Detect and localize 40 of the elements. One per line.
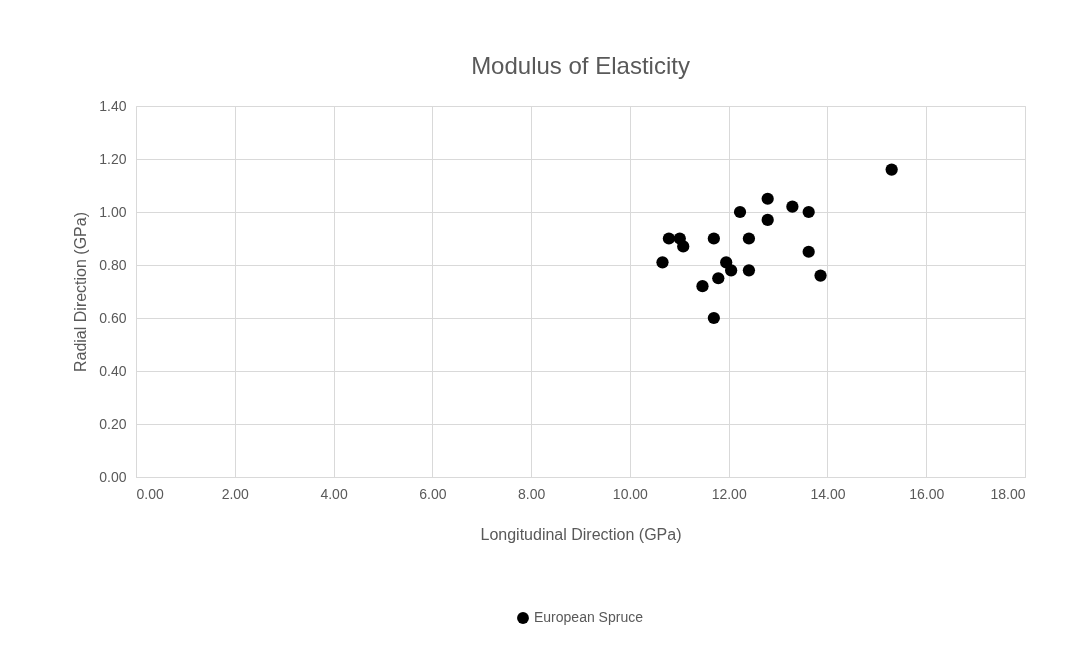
x-tick-label: 12.00 — [711, 485, 747, 502]
point — [733, 205, 747, 219]
point — [786, 200, 799, 213]
point — [802, 245, 815, 258]
x-tick-label: 0.00 — [136, 485, 164, 502]
x-tick-label: 6.00 — [419, 485, 447, 502]
point — [707, 311, 720, 325]
x-tick-label: 10.00 — [612, 485, 649, 502]
y-tick-label: 0.20 — [99, 415, 127, 432]
y-tick-label: 1.20 — [99, 150, 127, 167]
point — [761, 213, 774, 227]
point — [814, 269, 827, 282]
point — [885, 163, 898, 176]
point — [656, 256, 669, 269]
x-tick-label: 14.00 — [810, 485, 846, 502]
legend-label: European Spruce — [534, 609, 644, 625]
x-axis-title: Longitudinal Direction (GPa) — [480, 525, 682, 543]
y-tick-label: 1.00 — [99, 203, 127, 220]
y-axis-title: Radial Direction (GPa) — [72, 211, 90, 373]
point — [712, 272, 725, 285]
x-tick-label: 2.00 — [221, 485, 250, 502]
y-tick-label: 0.60 — [99, 309, 127, 326]
chart-title: Modulus of Elasticity — [471, 52, 690, 79]
y-tick-label: 0.40 — [99, 362, 127, 379]
point — [707, 232, 720, 245]
point — [696, 280, 709, 293]
point — [742, 264, 756, 277]
point — [677, 240, 690, 253]
point — [725, 264, 738, 277]
point — [662, 232, 676, 245]
point — [761, 192, 774, 205]
x-tick-label: 16.00 — [909, 485, 945, 502]
y-tick-label: 1.40 — [99, 97, 127, 114]
y-tick-label: 0.00 — [99, 468, 127, 485]
x-tick-label: 18.00 — [990, 485, 1026, 502]
y-tick-label: 0.80 — [99, 256, 127, 273]
x-tick-label: 4.00 — [320, 485, 348, 502]
x-tick-label: 8.00 — [517, 485, 546, 502]
point — [802, 205, 815, 219]
point — [742, 232, 756, 245]
